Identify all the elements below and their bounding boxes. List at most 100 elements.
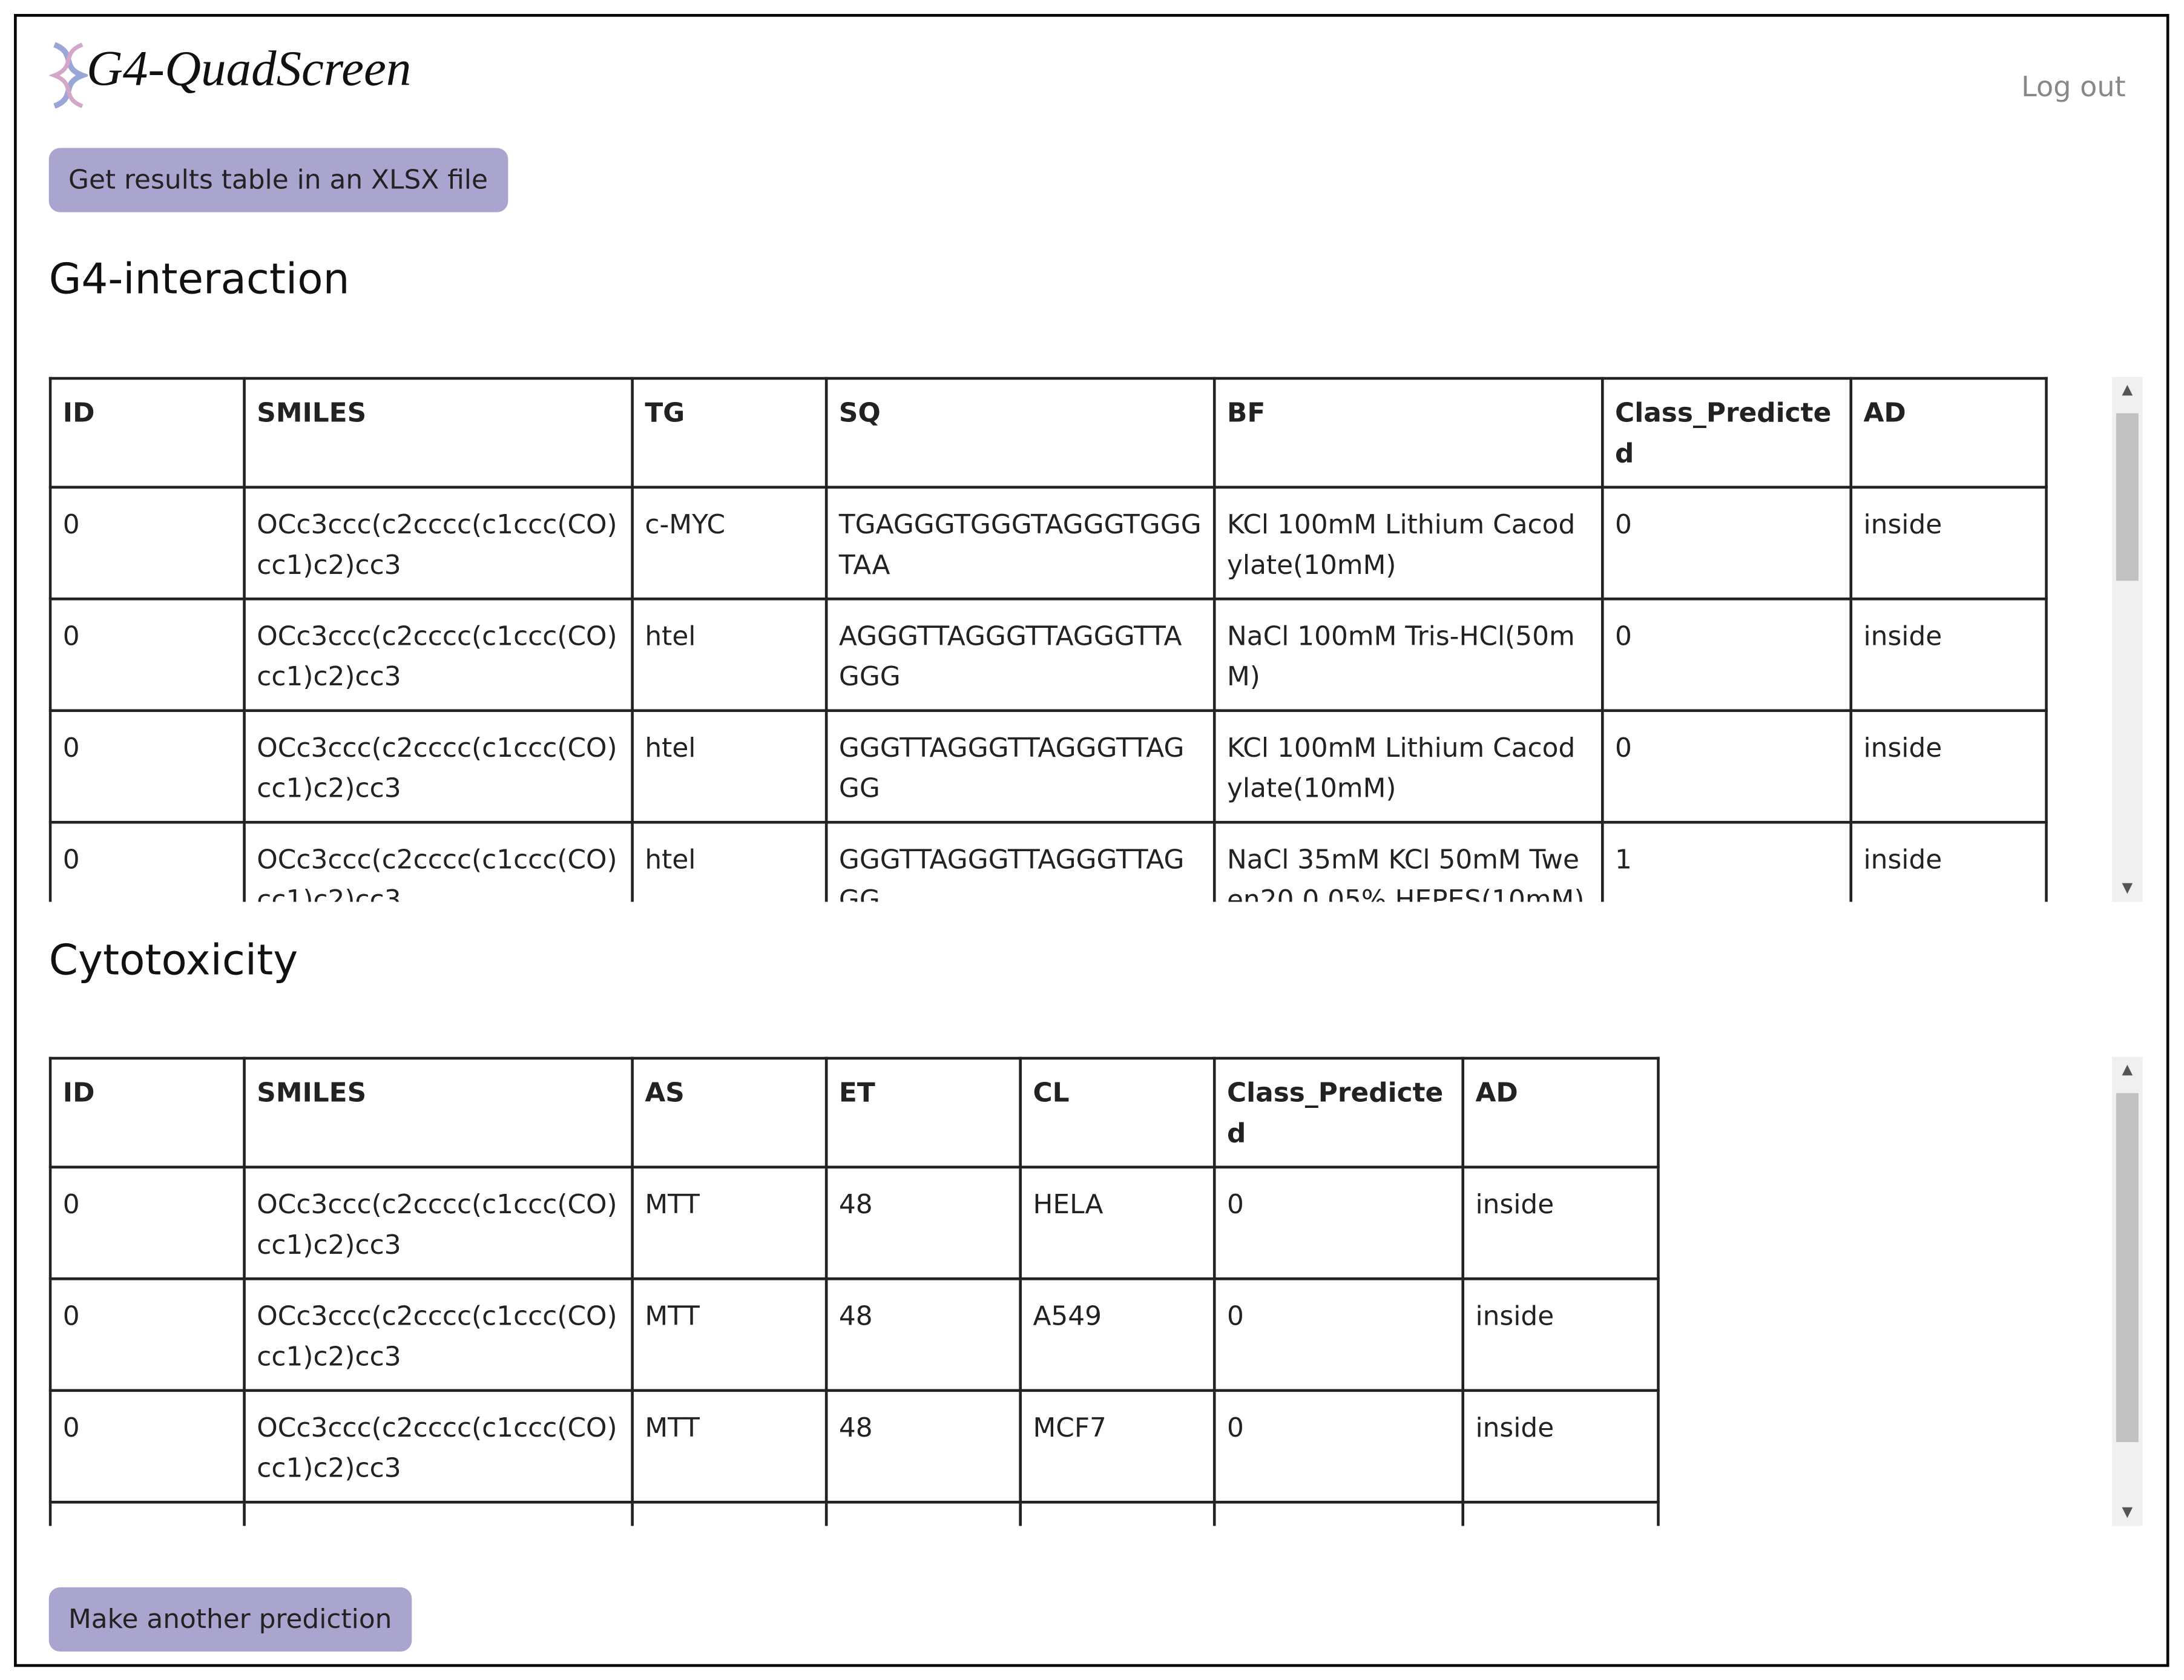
table-cell: 72 <box>824 1500 1022 1526</box>
table-cell: 0 <box>48 1389 246 1504</box>
column-header: SQ <box>824 377 1216 489</box>
table-row: 0 OCc3ccc(c2cccc(c1ccc(CO)cc1)c2)cc3 htel A… <box>48 597 2048 713</box>
scrollbar[interactable]: ▲ ▼ <box>2111 1056 2143 1526</box>
scroll-down[interactable]: ▼ <box>2122 1504 2133 1521</box>
table-cell: OCc3ccc(c2cccc(c1ccc(CO)cc1)c2)cc3 <box>243 1165 634 1280</box>
scroll-up[interactable]: ▲ <box>2122 1062 2133 1078</box>
logo-icon <box>48 42 88 109</box>
scroll-up[interactable]: ▲ <box>2122 382 2133 398</box>
table-cell: 0 <box>1212 1500 1464 1526</box>
table-cell: NaCl 35mM KCl 50mM Tween20 0.05% HEPES(1… <box>1212 820 1604 902</box>
table-cell: OCc3ccc(c2cccc(c1ccc(CO)cc1)c2)cc3 <box>243 1500 634 1526</box>
table-cell: 0 <box>48 486 246 601</box>
column-header: AD <box>1849 377 2048 489</box>
table-cell: TGAGGGTGGGTAGGGTGGGTAA <box>824 486 1216 601</box>
table-row: 0 OCc3ccc(c2cccc(c1ccc(CO)cc1)c2)cc3 MTT 48… <box>48 1389 1660 1504</box>
logout-link[interactable]: Log out <box>2021 70 2126 104</box>
section-title: Cytotoxicity <box>48 937 298 986</box>
table-cell: 0 <box>1600 486 1853 601</box>
column-header: CL <box>1019 1056 1216 1169</box>
table-cell: AGGGTTAGGGTTAGGGTTAGGG <box>824 597 1216 713</box>
table-cell: 1 <box>1600 820 1853 902</box>
table-cell: 0 <box>1212 1165 1464 1280</box>
table-cell: MCF7 <box>1019 1389 1216 1504</box>
results-table: ID SMILES TG SQ BF Class_Predicted AD 0 OCc3ccc(… <box>48 377 2048 902</box>
table-cell: 0 <box>1600 709 1853 824</box>
table-row: 0 OCc3ccc(c2cccc(c1ccc(CO)cc1)c2)cc3 MTT 48… <box>48 1165 1660 1280</box>
table-cell: GGGTTAGGGTTAGGGTTAGGG <box>824 709 1216 824</box>
table-cell: HELA <box>1019 1165 1216 1280</box>
table-cell: MTT <box>631 1500 828 1526</box>
table-cell: OCc3ccc(c2cccc(c1ccc(CO)cc1)c2)cc3 <box>243 597 634 713</box>
table-cell: inside <box>1461 1165 1660 1280</box>
table-cell: htel <box>631 820 828 902</box>
column-header: AS <box>631 1056 828 1169</box>
column-header: ID <box>48 377 246 489</box>
column-header: SMILES <box>243 377 634 489</box>
table-cell: 0 <box>48 597 246 713</box>
table-row: 0 OCc3ccc(c2cccc(c1ccc(CO)cc1)c2)cc3 htel G… <box>48 820 2048 902</box>
table-cell: KCl 100mM Lithium Cacodylate(10mM) <box>1212 486 1604 601</box>
table-row: 0 OCc3ccc(c2cccc(c1ccc(CO)cc1)c2)cc3 MTT 48… <box>48 1277 1660 1392</box>
table-cell: 0 <box>1212 1277 1464 1392</box>
table-cell: GGGTTAGGGTTAGGGTTAGGG <box>824 820 1216 902</box>
table-cell: MTT <box>631 1389 828 1504</box>
table-cell: OCc3ccc(c2cccc(c1ccc(CO)cc1)c2)cc3 <box>243 1277 634 1392</box>
table-cell: 48 <box>824 1389 1022 1504</box>
table-cell: A549 <box>1019 1500 1216 1526</box>
table-cell: MTT <box>631 1165 828 1280</box>
new-prediction-button[interactable]: Make another prediction <box>48 1587 412 1652</box>
scrollbar[interactable]: ▲ ▼ <box>2111 377 2143 902</box>
table-cell: htel <box>631 597 828 713</box>
scrollbar-thumb[interactable] <box>2116 413 2139 581</box>
table-cell: OCc3ccc(c2cccc(c1ccc(CO)cc1)c2)cc3 <box>243 820 634 902</box>
table-cell: 0 <box>1600 597 1853 713</box>
logo[interactable]: G4-QuadScreen <box>86 40 412 97</box>
table-cell: NaCl 100mM Tris-HCl(50mM) <box>1212 597 1604 713</box>
table-cell: OCc3ccc(c2cccc(c1ccc(CO)cc1)c2)cc3 <box>243 709 634 824</box>
table-viewport: ID SMILES AS ET CL Class_Predicted AD 0 OCc3ccc(… <box>48 1056 1660 1526</box>
table-cell: KCl 100mM Lithium Cacodylate(10mM) <box>1212 709 1604 824</box>
table-cell: MTT <box>631 1277 828 1392</box>
table-cell: 0 <box>1212 1389 1464 1504</box>
scrollbar-thumb[interactable] <box>2116 1093 2139 1443</box>
results-table: ID SMILES AS ET CL Class_Predicted AD 0 OCc3ccc(… <box>48 1056 1660 1526</box>
column-header: ID <box>48 1056 246 1169</box>
table-cell: 48 <box>824 1165 1022 1280</box>
table-cell: inside <box>1461 1389 1660 1504</box>
section-title: G4-interaction <box>48 255 350 305</box>
table-row: 0 OCc3ccc(c2cccc(c1ccc(CO)cc1)c2)cc3 c-MYC… <box>48 486 2048 601</box>
table-cell: inside <box>1849 709 2048 824</box>
table-row: 0OCc3ccc(c2cccc(c1ccc(CO)cc1)c2)cc3MTT72… <box>48 1500 1660 1526</box>
table-cell: inside <box>1849 486 2048 601</box>
table-cell: 0 <box>48 1277 246 1392</box>
table-row: 0 OCc3ccc(c2cccc(c1ccc(CO)cc1)c2)cc3 htel G… <box>48 709 2048 824</box>
table-cell: inside <box>1849 820 2048 902</box>
table-cell: inside <box>1461 1500 1660 1526</box>
download-button[interactable]: Get results table in an XLSX file <box>48 148 508 212</box>
table-cell: 0 <box>48 709 246 824</box>
column-header: Class_Predicted <box>1212 1056 1464 1169</box>
table-cell: OCc3ccc(c2cccc(c1ccc(CO)cc1)c2)cc3 <box>243 1389 634 1504</box>
table-cell: A549 <box>1019 1277 1216 1392</box>
table-cell: 48 <box>824 1277 1022 1392</box>
table-cell: 0 <box>48 1165 246 1280</box>
header-row: ID SMILES TG SQ BF Class_Predicted AD <box>48 377 2048 489</box>
column-header: AD <box>1461 1056 1660 1169</box>
table-cell: 0 <box>48 820 246 902</box>
header-row: ID SMILES AS ET CL Class_Predicted AD <box>48 1056 1660 1169</box>
table-cell: inside <box>1849 597 2048 713</box>
table-cell: 0 <box>48 1500 246 1526</box>
column-header: BF <box>1212 377 1604 489</box>
window-frame <box>14 14 2169 1667</box>
column-header: TG <box>631 377 828 489</box>
column-header: Class_Predicted <box>1600 377 1853 489</box>
column-header: SMILES <box>243 1056 634 1169</box>
table-cell: OCc3ccc(c2cccc(c1ccc(CO)cc1)c2)cc3 <box>243 486 634 601</box>
table-cell: c-MYC <box>631 486 828 601</box>
column-header: ET <box>824 1056 1022 1169</box>
table-viewport: ID SMILES TG SQ BF Class_Predicted AD 0 OCc3ccc(… <box>48 377 2048 902</box>
scroll-down[interactable]: ▼ <box>2122 881 2133 897</box>
table-cell: htel <box>631 709 828 824</box>
